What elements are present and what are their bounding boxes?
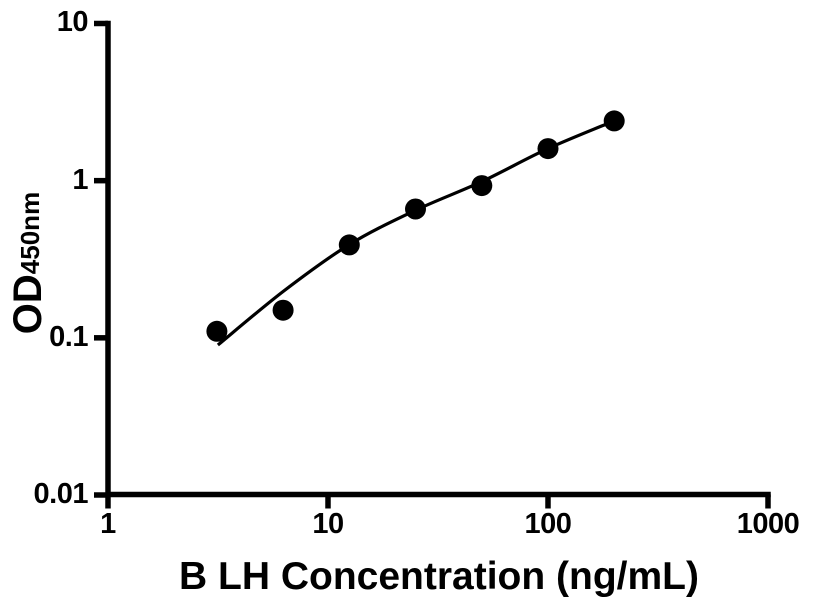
y-axis-title-subscript: 450nm <box>15 191 45 275</box>
data-point <box>603 110 625 132</box>
data-point <box>471 175 493 197</box>
data-point <box>206 320 228 342</box>
x-tick-label: 100 <box>524 508 572 540</box>
y-tick-label: 10 <box>56 6 89 39</box>
y-tick-label: 1 <box>72 163 88 196</box>
data-point <box>272 299 294 321</box>
data-point <box>537 138 559 160</box>
axis-lines <box>105 20 771 498</box>
y-tick-label: 0.1 <box>49 320 88 353</box>
x-axis-title: B LH Concentration (ng/mL) <box>179 555 699 598</box>
data-point <box>338 234 360 256</box>
x-tick-label: 10 <box>312 508 344 540</box>
y-tick-label: 0.01 <box>33 478 89 510</box>
y-axis-title: OD450nm <box>6 191 50 334</box>
x-tick-label: 1000 <box>736 508 800 540</box>
x-tick-label: 1 <box>100 508 116 540</box>
data-point <box>405 198 426 220</box>
